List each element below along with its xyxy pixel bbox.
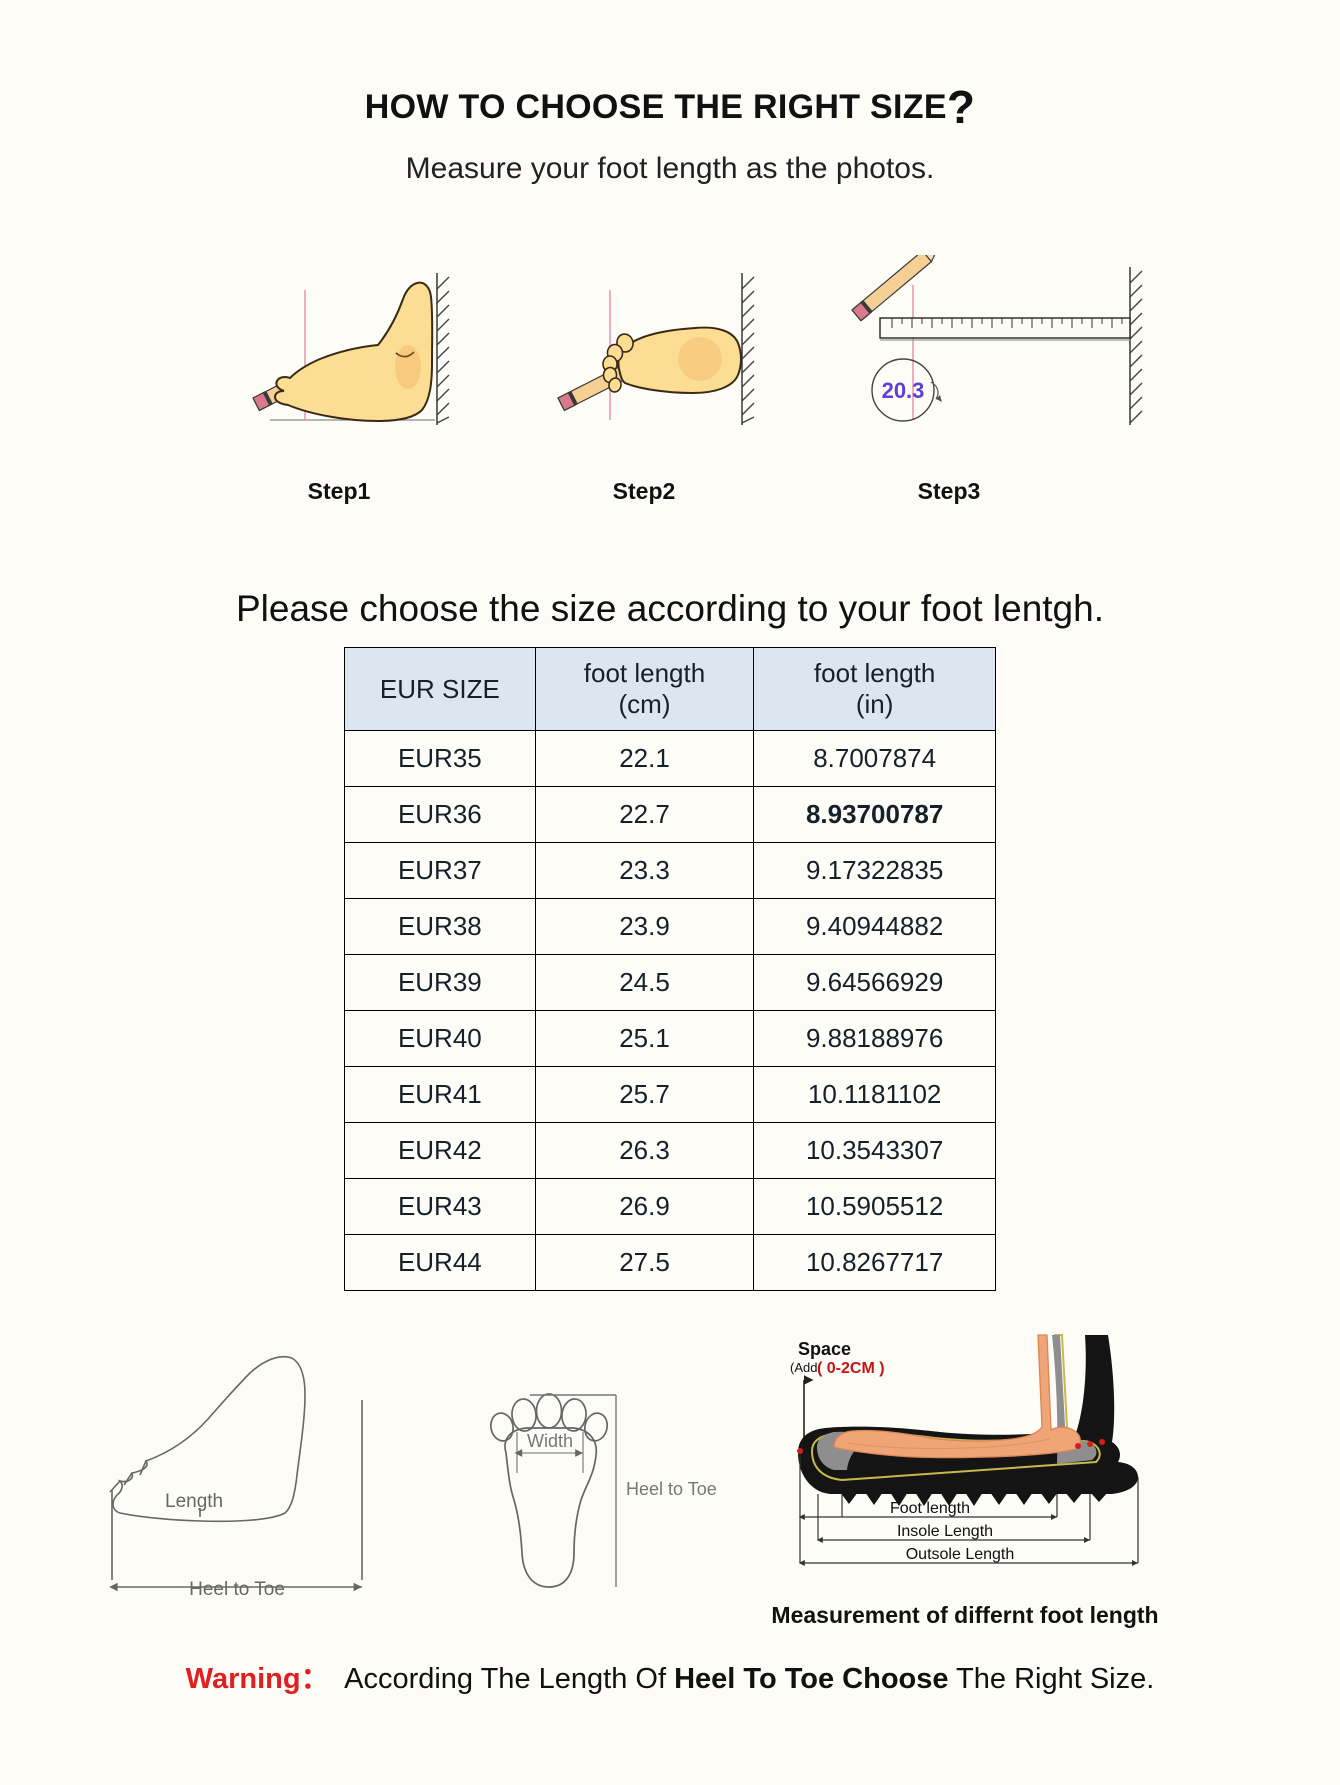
svg-text:Measurement of differnt foot l: Measurement of differnt foot length (771, 1602, 1158, 1628)
svg-text:Insole Length: Insole Length (897, 1523, 993, 1540)
svg-text:(Add: (Add (790, 1360, 817, 1375)
svg-text:Outsole Length: Outsole Length (906, 1546, 1015, 1563)
svg-text:Heel to Toe: Heel to Toe (189, 1579, 285, 1600)
svg-text:Width: Width (527, 1431, 573, 1451)
svg-text:Heel to Toe: Heel to Toe (626, 1479, 717, 1499)
svg-text:( 0-2CM ): ( 0-2CM ) (817, 1360, 885, 1377)
svg-text:Length: Length (165, 1491, 223, 1512)
svg-text:Space: Space (798, 1339, 851, 1359)
svg-text:Foot length: Foot length (890, 1500, 970, 1517)
svg-text:20.3: 20.3 (882, 378, 925, 403)
